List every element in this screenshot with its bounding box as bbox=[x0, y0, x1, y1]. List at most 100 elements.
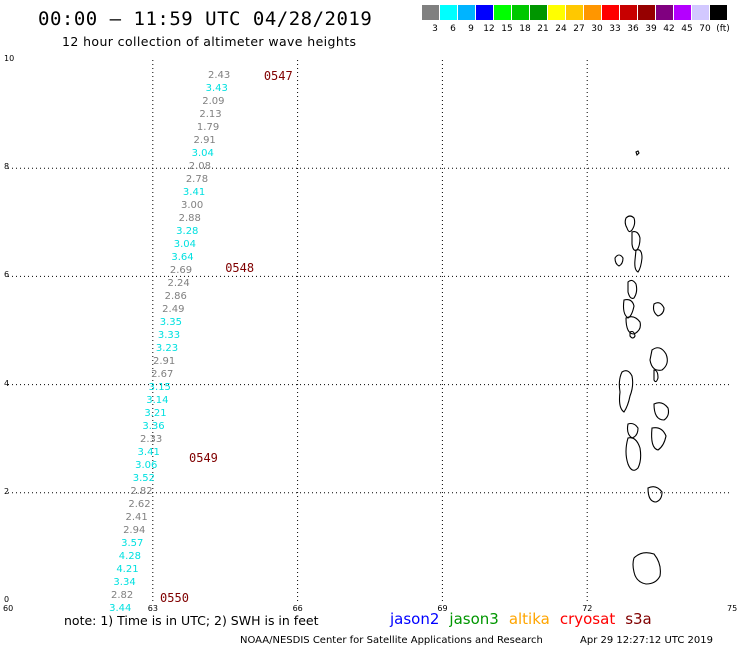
wave-height-label: 3.21 bbox=[144, 407, 167, 419]
wave-height-label: 4.21 bbox=[116, 563, 139, 575]
pass-time-label: 0547 bbox=[263, 69, 293, 84]
legend-label: 30 bbox=[591, 24, 603, 34]
satellite-legend-item: jason3 bbox=[449, 610, 499, 628]
island-outline bbox=[653, 402, 670, 421]
x-tick-label: 63 bbox=[147, 604, 158, 613]
wave-height-label: 2.91 bbox=[153, 355, 176, 367]
wave-height-label: 3.57 bbox=[121, 537, 144, 549]
legend-swatch bbox=[476, 5, 493, 20]
wave-height-label: 3.06 bbox=[135, 459, 158, 471]
wave-height-label: 3.04 bbox=[173, 239, 197, 251]
pass-time-label: 0548 bbox=[225, 261, 255, 276]
legend-label: 33 bbox=[609, 24, 621, 34]
wave-height-label: 1.79 bbox=[196, 122, 220, 134]
island-outline bbox=[635, 150, 640, 157]
legend-swatch bbox=[602, 5, 619, 20]
legend-swatch bbox=[512, 5, 529, 20]
legend-label: 42 bbox=[663, 24, 675, 34]
wave-height-label: 4.28 bbox=[118, 550, 141, 562]
wave-height-label: 3.52 bbox=[132, 472, 155, 484]
legend-label: 15 bbox=[501, 24, 513, 34]
y-tick-label: 8 bbox=[4, 162, 10, 172]
island-outline bbox=[622, 299, 635, 319]
legend-swatch bbox=[530, 5, 547, 20]
satellite-legend: jason2 jason3 altika cryosat s3a bbox=[390, 610, 662, 628]
wave-height-label: 3.41 bbox=[182, 187, 206, 199]
island-outline bbox=[627, 279, 638, 299]
legend-swatch bbox=[422, 5, 439, 20]
wave-height-label: 3.23 bbox=[155, 342, 179, 354]
wave-height-label: 2.13 bbox=[199, 109, 222, 121]
credit-text: NOAA/NESDIS Center for Satellite Applica… bbox=[240, 635, 543, 646]
legend-label: 70 bbox=[699, 24, 711, 34]
wave-height-label: 3.04 bbox=[191, 148, 214, 160]
island-outline bbox=[649, 347, 668, 371]
wave-height-label: 2.41 bbox=[125, 511, 148, 523]
wave-height-label: 2.33 bbox=[139, 433, 163, 445]
y-tick-label: 10 bbox=[4, 54, 15, 63]
legend-swatch bbox=[584, 5, 601, 20]
satellite-legend-item: s3a bbox=[625, 610, 652, 628]
island-outline bbox=[625, 437, 642, 471]
legend-label: (ft) bbox=[716, 24, 730, 34]
x-tick-label: 72 bbox=[582, 604, 593, 613]
island-outline bbox=[625, 316, 641, 335]
legend-label: 27 bbox=[573, 24, 585, 34]
island-outline bbox=[614, 254, 624, 267]
island-outline bbox=[647, 486, 663, 503]
legend-swatch bbox=[566, 5, 583, 20]
pass-time-label: 0549 bbox=[189, 450, 218, 465]
grid-lines bbox=[8, 60, 732, 601]
units-note: note: 1) Time is in UTC; 2) SWH is in fe… bbox=[64, 613, 319, 628]
island-outline bbox=[618, 370, 634, 413]
wave-height-label: 3.43 bbox=[205, 83, 228, 95]
wave-height-label: 2.67 bbox=[151, 368, 174, 380]
island-outline bbox=[653, 369, 659, 383]
satellite-legend-item: jason2 bbox=[390, 610, 440, 628]
satellite-legend-item: altika bbox=[508, 610, 550, 628]
wave-height-label: 2.82 bbox=[111, 589, 134, 601]
island-outline bbox=[651, 427, 667, 451]
satellite-legend-item: cryosat bbox=[559, 610, 616, 628]
legend-swatch bbox=[458, 5, 475, 20]
legend-label: 39 bbox=[645, 24, 657, 34]
wave-height-label: 3.36 bbox=[142, 420, 165, 432]
legend-label: 18 bbox=[519, 24, 531, 34]
map-subtitle: 12 hour collection of altimeter wave hei… bbox=[62, 34, 357, 49]
legend-swatch bbox=[710, 5, 727, 20]
map-title: 00:00 – 11:59 UTC 04/28/2019 bbox=[38, 8, 373, 30]
y-tick-label: 4 bbox=[4, 378, 10, 388]
wave-height-label: 3.44 bbox=[109, 602, 132, 614]
island-outline bbox=[624, 215, 636, 233]
x-tick-label: 69 bbox=[437, 604, 448, 613]
legend-label: 3 bbox=[432, 24, 438, 34]
legend-label: 12 bbox=[483, 24, 495, 34]
island-outline bbox=[626, 422, 639, 439]
wave-height-label: 3.64 bbox=[171, 252, 194, 263]
legend-label: 9 bbox=[468, 24, 474, 34]
legend-swatch bbox=[638, 5, 655, 20]
wave-height-label: 2.49 bbox=[162, 303, 185, 315]
wave-height-label: 2.24 bbox=[167, 277, 190, 289]
wave-height-label: 3.00 bbox=[180, 200, 204, 212]
wave-height-label: 2.69 bbox=[169, 264, 193, 276]
x-tick-label: 60 bbox=[3, 604, 14, 613]
island-outline bbox=[634, 249, 643, 273]
island-outline bbox=[652, 302, 665, 317]
island-outline bbox=[631, 231, 641, 251]
legend-swatch bbox=[620, 5, 637, 20]
wave-height-label: 3.41 bbox=[137, 446, 160, 458]
legend-swatch bbox=[692, 5, 709, 20]
island-outline bbox=[629, 330, 636, 339]
wave-height-label: 2.43 bbox=[208, 70, 231, 82]
wave-height-label: 2.78 bbox=[185, 174, 209, 186]
legend-label: 6 bbox=[450, 24, 456, 34]
wave-height-label: 3.15 bbox=[148, 381, 171, 393]
wave-height-label: 2.88 bbox=[178, 213, 201, 225]
legend-swatch bbox=[548, 5, 565, 20]
wave-height-label: 3.34 bbox=[113, 576, 136, 588]
wave-height-label: 3.33 bbox=[157, 329, 181, 341]
y-tick-label: 6 bbox=[4, 270, 10, 280]
legend-swatch bbox=[656, 5, 673, 20]
